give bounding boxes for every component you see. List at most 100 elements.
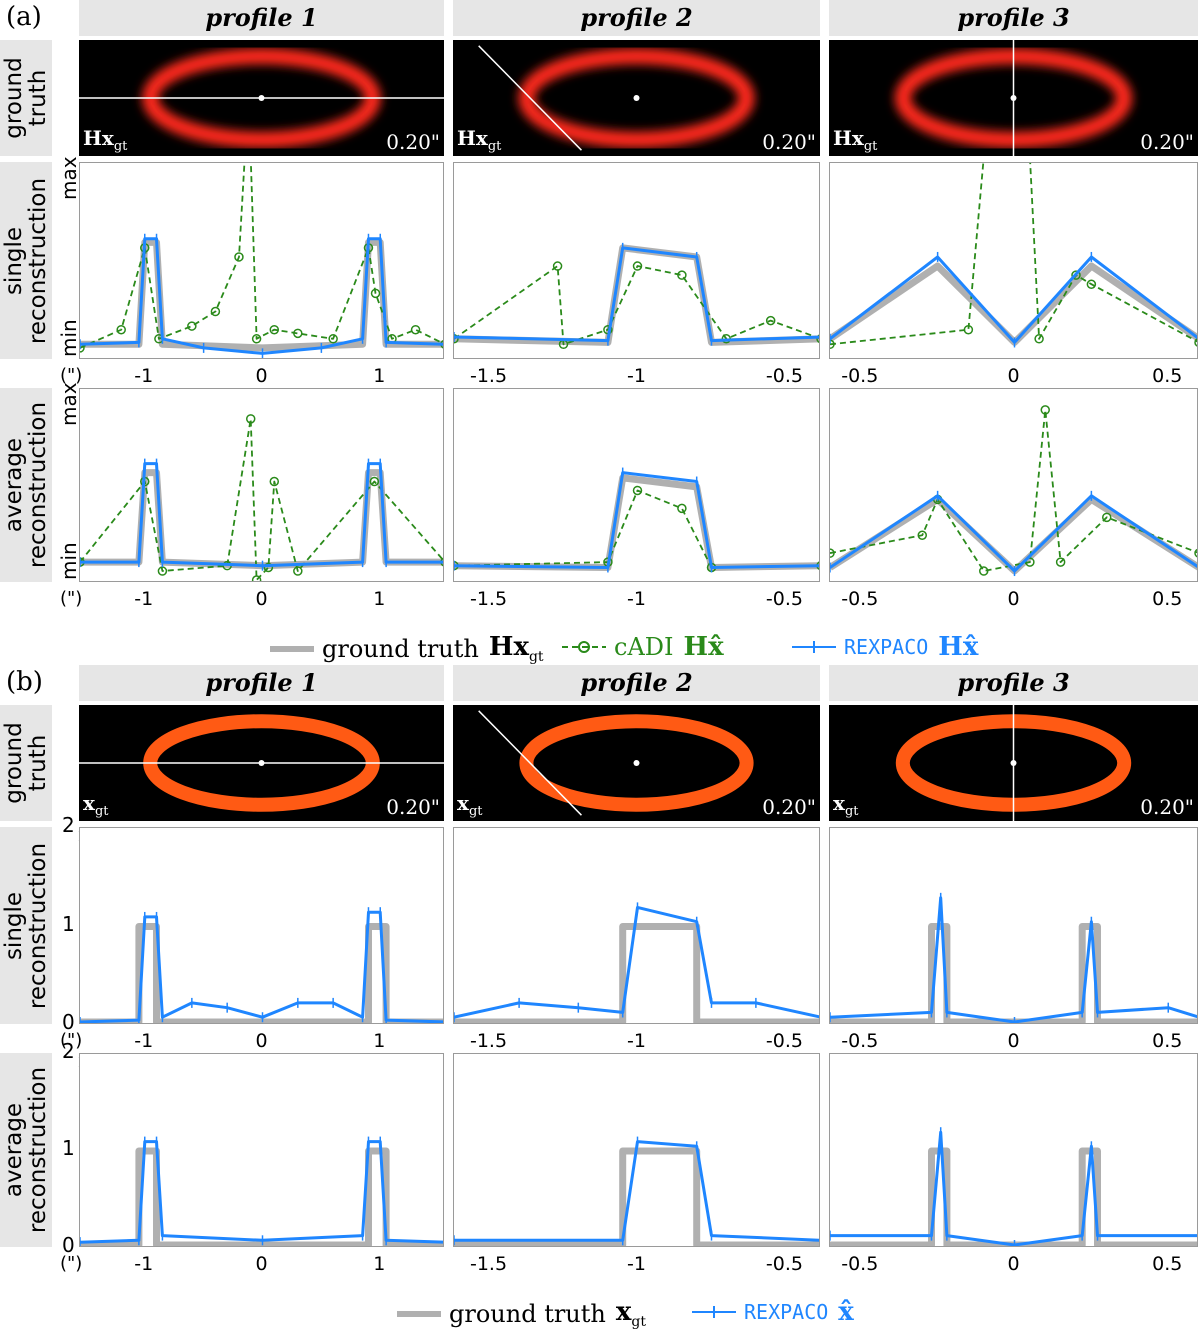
cadi-marker [293,566,303,576]
plot-svg [454,902,819,1023]
legend-math-main: Hx̂ [938,632,979,662]
legend-math-main: x [615,1297,632,1327]
row-label-text: single reconstruction [1,177,51,343]
x-tick-label: -1.5 [469,1253,508,1275]
cadi-marker [370,288,381,299]
profile-plot [79,162,444,359]
cadi-marker [251,575,262,581]
legend: ground truth xgt REXPACO x̂ [0,1297,1200,1330]
legend-math-sub: gt [528,649,544,666]
cadi-marker [116,324,126,335]
cadi-marker [234,252,244,262]
image-label-sub: gt [113,139,128,154]
image-label-sub: gt [468,804,483,819]
ground-truth-line [80,469,443,570]
plot-svg [80,163,443,358]
row-label: average reconstruction [0,1053,52,1247]
ground-truth-image: xgt 0.20" [453,705,820,821]
image-label: Hxgt [83,126,127,154]
x-tick-label: 0 [255,365,268,387]
profile-header: profile 3 [829,0,1198,36]
row-label-text: ground truth [1,57,51,138]
legend-text: cADI [614,633,674,661]
profile-line [478,710,582,816]
legend-text: ground truth [322,634,479,663]
x-tick-label: -0.5 [841,1030,879,1052]
x-tick-label: 0 [255,1253,268,1275]
cadi-marker [293,328,303,339]
plot-svg [454,467,819,573]
y-tick: 0 [62,1010,75,1034]
ground-truth-line [80,923,443,1023]
plot-svg [80,907,443,1023]
disk-ring [518,48,755,148]
profile-plot [829,1053,1198,1247]
y-tick-min: min [57,319,81,357]
x-tick-label: -1 [627,1253,646,1275]
legend-math-sub: gt [631,1314,646,1330]
row-label: single reconstruction [0,162,52,359]
cadi-marker [1034,334,1044,344]
x-tick-label: -1.5 [469,1030,508,1052]
legend-item: REXPACO Hx̂ [790,632,978,662]
cadi-marker [1194,548,1197,558]
x-tick-label: -1 [627,588,646,610]
y-tick-min: min [57,542,81,580]
x-tick-label: -1 [627,1030,646,1052]
ground-truth-image: xgt 0.20" [829,705,1198,821]
x-tick-label: 1 [373,1030,386,1052]
cadi-marker [269,476,280,487]
row-label-line: truth [25,69,51,127]
cadi-marker [632,485,643,496]
ground-truth-line [830,495,1197,575]
x-tick-label: 0 [1007,588,1020,610]
profile-plot [79,1053,444,1247]
legend-marker [578,641,590,653]
row-label-line: reconstruction [25,842,51,1009]
cadi-marker [830,548,835,558]
row-label-line: average [1,1102,27,1198]
cadi-marker [1071,270,1081,280]
ground-truth-line [454,1147,819,1246]
cadi-marker [1086,279,1097,289]
x-tick-label: 0 [1007,365,1020,387]
cadi-marker [369,476,380,487]
x-tick-label: -1 [134,588,154,610]
x-tick-label: -1.5 [469,588,508,610]
profile-plot [829,388,1198,582]
row-label-line: truth [25,734,51,792]
star-center [633,760,640,766]
image-label: Hxgt [833,126,877,154]
x-tick-label: 0 [255,1030,268,1052]
ground-truth-line [830,1147,1197,1246]
plot-svg [830,1127,1197,1246]
plot-svg [80,414,443,581]
legend-math: Hxgt [489,632,544,665]
star-center [258,760,265,766]
y-tick: 2 [62,1039,75,1063]
cadi-marker [263,562,274,573]
ground-truth-line [454,923,819,1023]
legend-math: Hx̂ [938,632,978,662]
x-unit: (") [60,1030,83,1051]
profile-plot [79,388,444,582]
scale-bar: 0.20" [762,130,816,154]
cadi-marker [816,334,819,344]
x-tick-label: -0.5 [765,588,804,610]
x-tick-label: -1 [627,365,646,387]
x-tick-label: -0.5 [765,1030,804,1052]
profile-plot [453,162,820,359]
star-center [633,95,640,101]
profile-plot [453,388,820,582]
image-label-main: Hx [833,126,864,150]
profile-plot [829,162,1198,359]
cadi-marker [1194,338,1197,347]
profile-plot [829,827,1198,1024]
cadi-marker [1102,512,1112,523]
legend-swatch [397,1310,441,1317]
ground-truth-line [830,923,1197,1023]
cadi-marker [328,334,338,344]
cadi-marker [677,270,687,280]
cadi-marker [410,324,421,335]
